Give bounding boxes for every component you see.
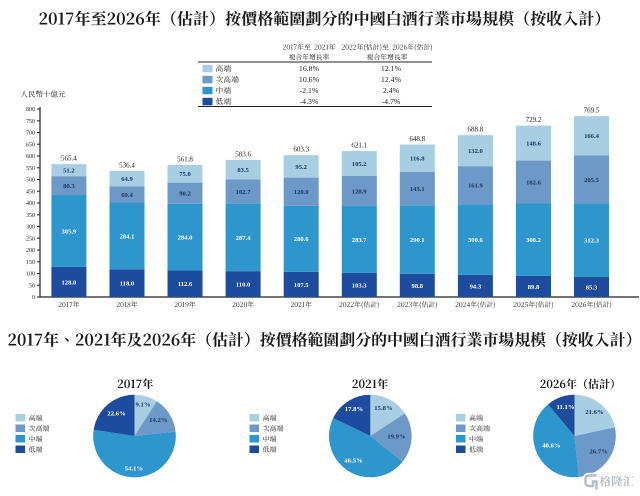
svg-text:700: 700 [26,131,35,137]
svg-text:90.2: 90.2 [179,191,191,198]
svg-text:105.2: 105.2 [352,161,368,168]
svg-text:0: 0 [32,295,35,301]
svg-text:19.9%: 19.9% [387,433,406,440]
svg-text:22.6%: 22.6% [107,411,126,418]
svg-text:50: 50 [29,283,35,289]
svg-text:283.7: 283.7 [352,237,368,244]
svg-text:69.4: 69.4 [121,192,133,199]
svg-text:148.6: 148.6 [526,141,542,148]
svg-text:769.5: 769.5 [584,107,600,115]
svg-text:290.1: 290.1 [410,237,425,244]
svg-text:118.0: 118.0 [120,281,135,288]
svg-text:54.1%: 54.1% [125,466,144,473]
svg-text:95.2: 95.2 [295,164,307,171]
svg-text:200: 200 [26,248,35,254]
svg-text:287.4: 287.4 [236,235,252,242]
svg-text:565.4: 565.4 [61,155,77,163]
svg-text:94.3: 94.3 [470,283,482,290]
svg-text:116.8: 116.8 [410,156,425,163]
svg-text:650: 650 [26,142,35,148]
svg-text:2.4%: 2.4% [383,86,400,95]
svg-text:500: 500 [26,178,35,184]
svg-text:14.2%: 14.2% [149,417,168,424]
svg-text:132.0: 132.0 [468,148,484,155]
svg-text:85.3: 85.3 [586,284,598,291]
svg-text:102.7: 102.7 [236,189,252,196]
svg-text:600: 600 [26,154,35,160]
svg-text:182.6: 182.6 [526,179,542,186]
svg-text:300: 300 [26,225,35,231]
svg-text:128.9: 128.9 [352,188,368,195]
svg-text:688.8: 688.8 [468,126,484,134]
svg-text:648.8: 648.8 [409,135,425,143]
svg-text:603.3: 603.3 [293,146,309,154]
svg-text:143.1: 143.1 [410,186,425,193]
svg-text:800: 800 [26,107,35,113]
svg-text:112.6: 112.6 [178,281,193,288]
svg-text:308.2: 308.2 [526,237,542,244]
svg-text:83.5: 83.5 [237,167,249,174]
svg-text:250: 250 [26,236,35,242]
svg-text:98.8: 98.8 [412,283,424,290]
svg-text:12.1%: 12.1% [381,64,402,73]
svg-text:750: 750 [26,119,35,125]
svg-text:26.7%: 26.7% [590,448,609,455]
svg-text:400: 400 [26,201,35,207]
svg-text:10.6%: 10.6% [299,75,320,84]
svg-text:280.6: 280.6 [294,236,310,243]
svg-text:12.4%: 12.4% [381,75,402,84]
svg-text:128.0: 128.0 [61,279,77,286]
svg-text:15.8%: 15.8% [374,405,393,412]
svg-text:536.4: 536.4 [119,161,135,169]
svg-text:583.6: 583.6 [235,150,251,158]
svg-text:80.3: 80.3 [63,183,75,190]
svg-text:166.4: 166.4 [584,133,600,140]
svg-text:561.8: 561.8 [177,156,193,164]
svg-text:450: 450 [26,189,35,195]
svg-text:-4.7%: -4.7% [382,97,401,106]
svg-text:300.6: 300.6 [468,237,484,244]
svg-text:107.5: 107.5 [294,282,310,289]
svg-text:205.5: 205.5 [584,177,600,184]
svg-text:-4.3%: -4.3% [300,97,319,106]
svg-text:161.9: 161.9 [468,183,484,190]
svg-text:103.3: 103.3 [352,282,368,289]
svg-text:64.9: 64.9 [121,176,133,183]
svg-text:284.1: 284.1 [120,233,135,240]
svg-text:11.1%: 11.1% [556,404,574,411]
svg-text:729.2: 729.2 [526,116,542,124]
svg-text:17.8%: 17.8% [345,406,364,413]
svg-text:16.8%: 16.8% [299,64,320,73]
svg-text:100: 100 [26,272,35,278]
svg-text:75.0: 75.0 [179,171,191,178]
svg-text:9.1%: 9.1% [135,401,150,408]
svg-text:305.9: 305.9 [61,228,77,235]
svg-text:110.0: 110.0 [236,282,251,289]
svg-text:46.5%: 46.5% [344,458,363,465]
svg-text:150: 150 [26,260,35,266]
svg-text:-2.1%: -2.1% [300,86,319,95]
svg-text:350: 350 [26,213,35,219]
svg-text:89.8: 89.8 [528,284,540,291]
svg-text:550: 550 [26,166,35,172]
svg-text:21.6%: 21.6% [585,409,604,416]
svg-text:51.2: 51.2 [63,168,75,175]
svg-text:284.0: 284.0 [178,235,194,242]
svg-text:312.3: 312.3 [584,238,600,245]
svg-text:120.0: 120.0 [294,189,310,196]
svg-text:40.6%: 40.6% [542,443,561,450]
svg-text:621.1: 621.1 [351,142,367,150]
